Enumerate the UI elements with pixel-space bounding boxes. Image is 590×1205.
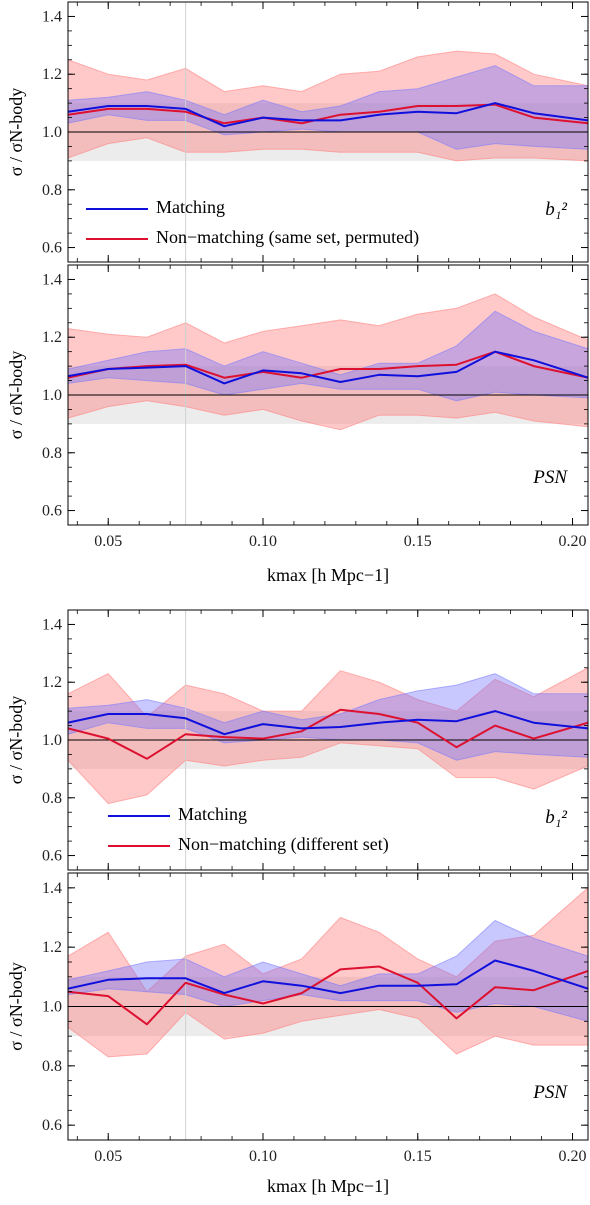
x-tick-label: 0.10 [249,1148,277,1165]
y-axis-label: σ / σN-body [6,88,26,176]
non-matching-band [68,667,588,805]
y-tick-label: 0.6 [42,503,62,520]
legend: Matching Non−matching (same set, permuted… [86,197,419,248]
x-tick-label: 0.20 [559,533,587,550]
y-tick-label: 0.6 [42,1117,62,1134]
chart-panel-2: 0.6 0.8 1.0 1.2 1.4 0.05 0.10 0.15 0.20 σ / σN-bo… [6,264,589,585]
non-matching-band [68,50,588,162]
y-tick-label: 1.2 [42,329,62,346]
non-matching-band [68,887,588,1058]
y-tick-label: 1.4 [42,8,62,25]
y-tick-label: 1.2 [42,939,62,956]
legend-entry: Non−matching (different set) [178,834,389,855]
matching-series-line [68,710,588,736]
legend-entry: Matching [178,804,247,824]
matching-band [68,919,588,1022]
panel-label: b₁² [545,807,567,828]
y-tick-label: 0.8 [42,182,62,199]
matching-series-line [68,102,588,128]
non-matching-series-line [68,350,588,379]
legend-entry: Matching [156,197,225,217]
plot-area [68,873,588,1140]
x-tick-label: 0.15 [404,533,432,550]
y-tick-label: 1.4 [42,880,62,897]
y-tick-label: 1.0 [42,999,62,1016]
x-axis-label: kmax [h Mpc−1] [267,1176,389,1196]
matching-series-line [68,959,588,995]
x-tick-label: 0.10 [249,533,277,550]
x-axis-label: kmax [h Mpc−1] [267,565,389,585]
y-tick-label: 1.2 [42,66,62,83]
x-tick-label: 0.05 [94,1148,122,1165]
y-axis-label: σ / σN-body [6,962,26,1050]
panel-label: PSN [532,1082,568,1103]
legend: Matching Non−matching (different set) [108,804,389,855]
y-tick-label: 0.8 [42,790,62,807]
panel-label: b₁² [545,199,567,220]
legend-entry: Non−matching (same set, permuted) [156,227,419,248]
x-tick-label: 0.05 [94,533,122,550]
non-matching-series-line [68,708,588,760]
y-tick-label: 1.4 [42,271,62,288]
x-tick-label: 0.20 [559,1148,587,1165]
chart-panel-3: 0.6 0.8 1.0 1.2 1.4 σ / σN-body b₁² Matching Non… [6,609,589,871]
non-matching-series-line [68,965,588,1026]
x-tick-label: 0.15 [404,1148,432,1165]
y-tick-label: 0.6 [42,848,62,865]
matching-band [68,65,588,150]
plot-area [68,2,588,262]
matching-band [68,310,588,402]
y-tick-label: 1.2 [42,674,62,691]
non-matching-band [68,293,588,431]
y-axis-label: σ / σN-body [6,351,26,439]
y-tick-label: 1.0 [42,124,62,141]
y-tick-label: 0.8 [42,1058,62,1075]
panel-label: PSN [532,467,568,488]
y-tick-label: 0.6 [42,240,62,257]
plot-area [68,610,588,870]
plot-area [68,265,588,525]
chart-panel-1: 0.6 0.8 1.0 1.2 1.4 σ / σN-body b₁² Matching Non… [6,1,589,263]
matching-series-line [68,350,588,385]
y-axis-label: σ / σN-body [6,696,26,784]
y-tick-label: 1.0 [42,732,62,749]
chart-panel-4: 0.6 0.8 1.0 1.2 1.4 0.05 0.10 0.15 0.20 σ / σN-bo… [6,872,589,1196]
y-tick-label: 0.8 [42,445,62,462]
y-tick-label: 1.0 [42,387,62,404]
y-tick-label: 1.4 [42,616,62,633]
